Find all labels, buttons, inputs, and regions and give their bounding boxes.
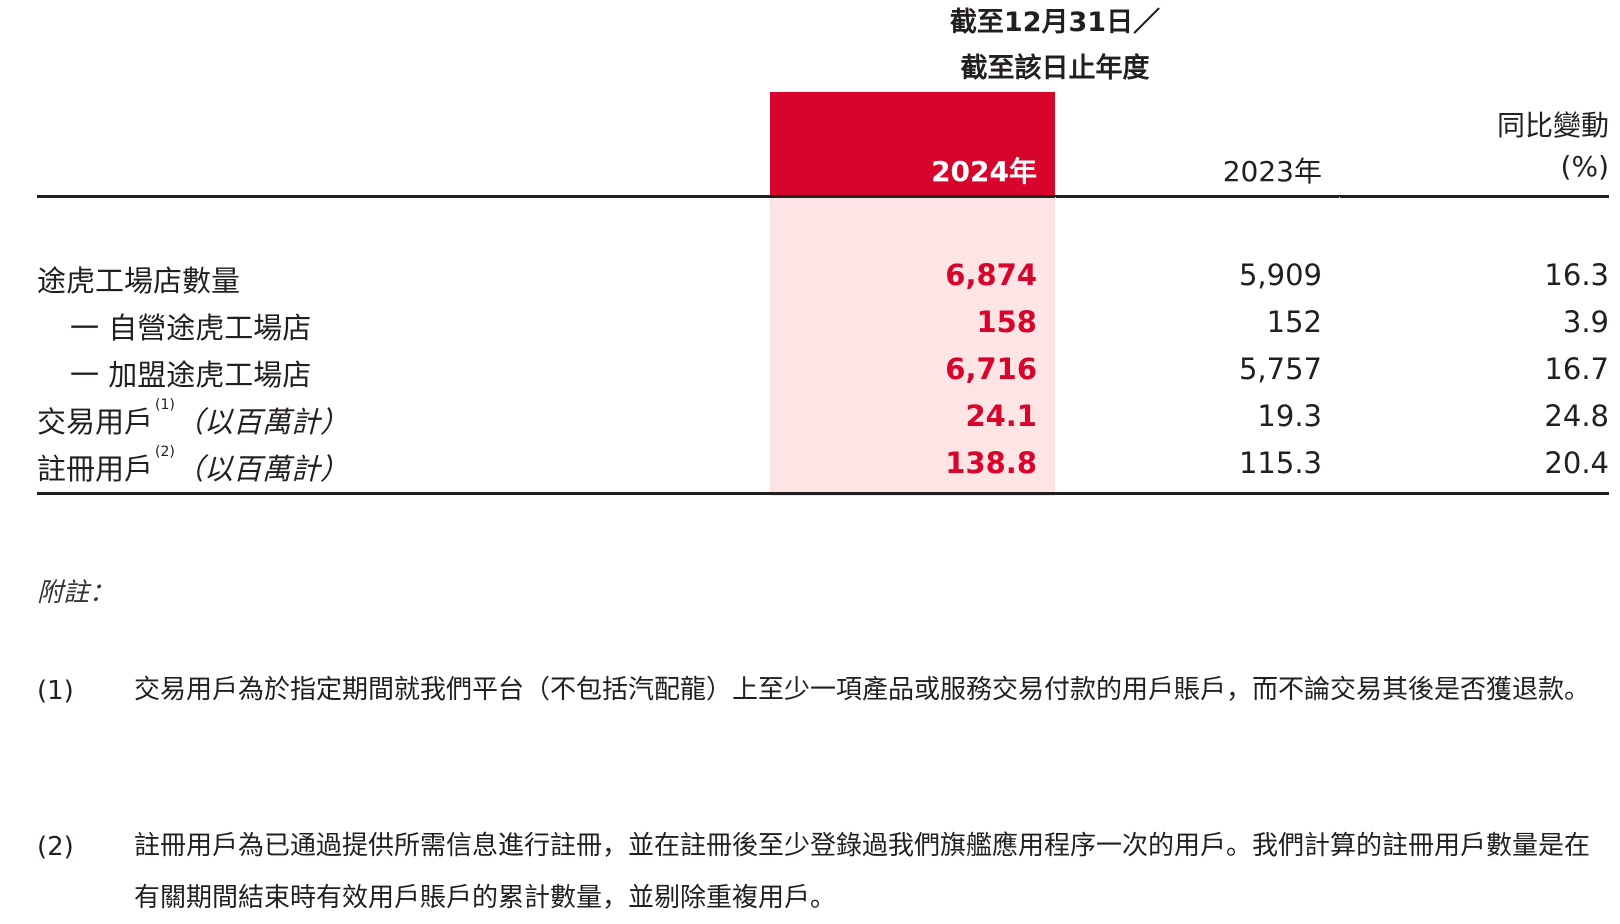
highlight-header-2024 (770, 92, 1055, 195)
value-yoy: 24.8 (1544, 399, 1609, 433)
period-heading-line1: 截至12月31日／ (949, 7, 1161, 38)
column-header-yoy-unit: (%) (1560, 150, 1609, 183)
unit-label: （以百萬計） (174, 452, 349, 486)
unit-label: （以百萬計） (174, 405, 349, 439)
value-yoy: 16.3 (1544, 258, 1609, 292)
value-2024: 158 (976, 305, 1037, 339)
row-label: 一 自營途虎工場店 (70, 311, 312, 345)
value-2023: 5,909 (1238, 258, 1322, 292)
value-2023: 5,757 (1238, 352, 1322, 386)
footnote-marker: (2) (155, 444, 175, 460)
column-divider (1339, 197, 1340, 495)
value-2023: 115.3 (1238, 446, 1322, 480)
value-2024: 6,716 (945, 352, 1037, 386)
row-label: 註冊用戶 (2)（以百萬計） (37, 444, 349, 486)
value-2024: 6,874 (945, 258, 1037, 292)
footnotes-title: 附註： (37, 578, 116, 608)
row-label: 一 加盟途虎工場店 (70, 358, 312, 392)
period-heading-line2: 截至該日止年度 (960, 53, 1150, 84)
value-yoy: 3.9 (1562, 305, 1609, 339)
row-label: 途虎工場店數量 (37, 264, 241, 298)
footnote-text: 註冊用戶為已通過提供所需信息進行註冊，並在註冊後至少登錄過我們旗艦應用程序一次的… (134, 831, 1591, 913)
value-2024: 24.1 (965, 399, 1037, 433)
column-header-2023: 2023年 (1222, 155, 1322, 188)
value-2023: 152 (1266, 305, 1322, 339)
header-rule (37, 195, 1609, 198)
row-label: 交易用戶 (1)（以百萬計） (37, 397, 349, 439)
column-header-2024: 2024年 (931, 155, 1037, 188)
footnote-number: (2) (37, 832, 74, 862)
table-bottom-rule (37, 492, 1609, 495)
value-2023: 19.3 (1257, 399, 1322, 433)
footnote-marker: (1) (155, 397, 175, 413)
value-yoy: 16.7 (1544, 352, 1609, 386)
footnote-number: (1) (37, 676, 74, 706)
column-divider (1055, 197, 1056, 495)
value-2024: 138.8 (945, 446, 1037, 480)
footnote-text: 交易用戶為於指定期間就我們平台（不包括汽配龍）上至少一項產品或服務交易付款的用戶… (134, 675, 1591, 705)
value-yoy: 20.4 (1544, 446, 1609, 480)
column-header-yoy: 同比變動 (1496, 109, 1609, 142)
